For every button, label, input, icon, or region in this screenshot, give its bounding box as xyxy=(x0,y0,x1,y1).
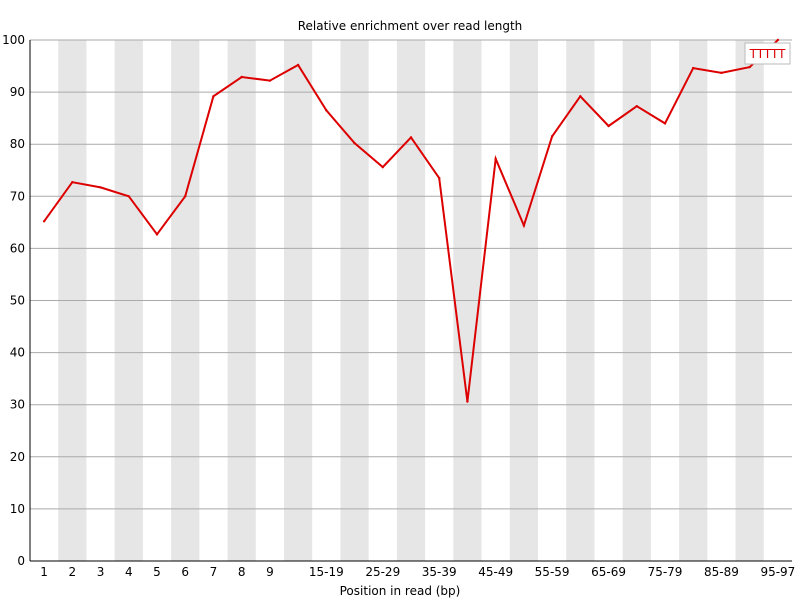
y-tick-label: 10 xyxy=(10,502,25,516)
data-point xyxy=(522,224,526,227)
plot-background xyxy=(29,39,792,562)
x-tick-label: 65-69 xyxy=(591,565,626,579)
data-point xyxy=(212,95,215,98)
x-tick-label: 15-19 xyxy=(309,565,344,579)
data-point xyxy=(579,95,582,98)
y-tick-label: 40 xyxy=(10,346,25,360)
y-tick-label: 70 xyxy=(10,189,25,203)
x-tick-label: 95-97 xyxy=(760,565,795,579)
data-point xyxy=(438,176,441,180)
x-tick-label: 45-49 xyxy=(478,565,513,579)
data-point xyxy=(692,66,695,70)
data-point xyxy=(71,181,74,184)
data-point xyxy=(494,157,497,160)
data-point xyxy=(635,104,638,108)
x-tick-label: 85-89 xyxy=(704,565,739,579)
data-point xyxy=(550,135,554,138)
data-point xyxy=(268,79,272,82)
x-tick-label: 4 xyxy=(125,565,133,579)
legend: TTTTT xyxy=(744,42,791,65)
x-tick-label: 5 xyxy=(153,565,161,579)
data-point xyxy=(99,186,102,189)
x-tick-label: 1 xyxy=(40,565,48,579)
x-tick-label: 25-29 xyxy=(365,565,400,579)
x-axis-label: Position in read (bp) xyxy=(340,584,461,598)
x-tick-label: 6 xyxy=(181,565,189,579)
y-tick-label: 60 xyxy=(10,241,25,255)
data-point xyxy=(748,65,751,69)
data-point xyxy=(240,75,243,79)
data-point xyxy=(127,195,130,198)
data-point xyxy=(155,233,159,236)
data-point xyxy=(663,122,667,125)
data-point xyxy=(184,195,187,198)
data-point xyxy=(381,165,384,169)
x-tick-label: 3 xyxy=(97,565,105,579)
chart-title: Relative enrichment over read length xyxy=(298,19,523,33)
data-point xyxy=(409,136,413,139)
x-tick-label: 8 xyxy=(238,565,246,579)
data-point xyxy=(607,124,610,128)
data-point xyxy=(776,38,780,42)
data-point xyxy=(296,63,300,67)
legend-box xyxy=(744,42,791,65)
legend-entry-label: TTTTT xyxy=(749,47,786,61)
y-tick-label: 20 xyxy=(10,450,25,464)
x-tick-label: 2 xyxy=(69,565,77,579)
y-tick-label: 80 xyxy=(10,137,25,151)
x-tick-label: 75-79 xyxy=(648,565,683,579)
y-tick-label: 0 xyxy=(17,554,25,568)
x-tick-label: 55-59 xyxy=(535,565,570,579)
x-tick-label: 9 xyxy=(266,565,274,579)
y-tick-label: 30 xyxy=(10,398,25,412)
data-point xyxy=(353,141,356,145)
x-tick-label: 35-39 xyxy=(422,565,457,579)
y-tick-label: 90 xyxy=(10,85,25,99)
data-point xyxy=(42,220,46,223)
data-point xyxy=(720,71,723,75)
data-point xyxy=(325,109,328,112)
y-tick-label: 50 xyxy=(10,294,25,308)
data-point xyxy=(466,400,469,403)
x-tick-label: 7 xyxy=(210,565,218,579)
y-tick-label: 100 xyxy=(2,33,25,47)
